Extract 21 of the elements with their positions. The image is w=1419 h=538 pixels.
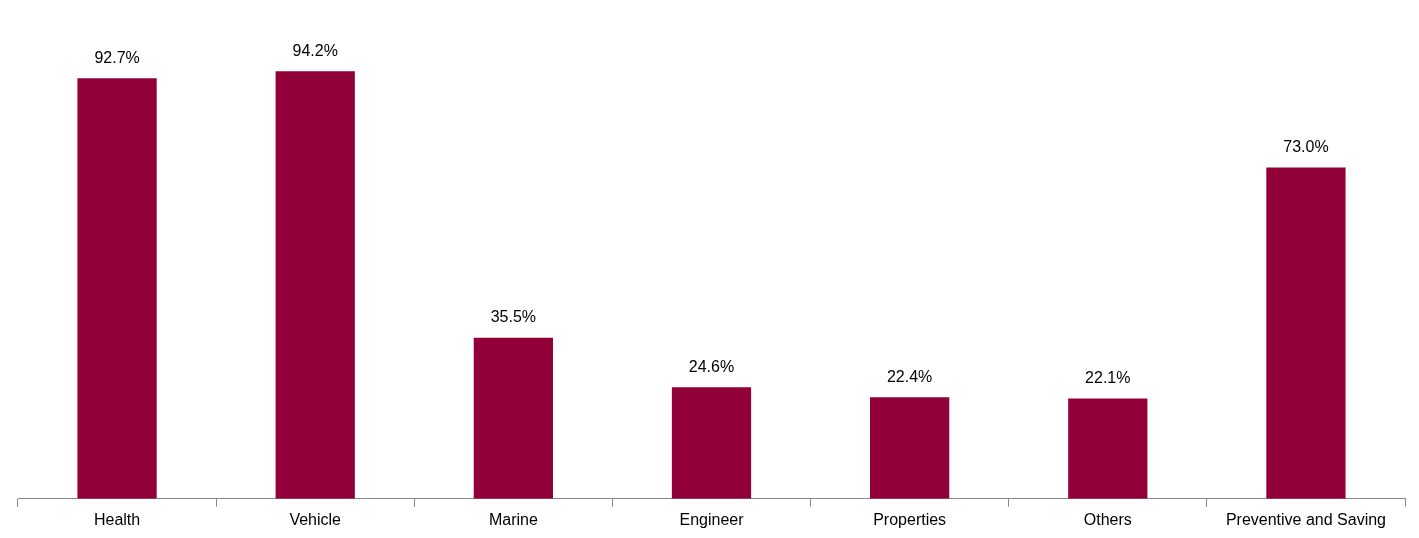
x-tick-label: Health [93, 510, 141, 528]
data-label: 22.1% [1085, 368, 1131, 386]
x-tick-label: Vehicle [289, 510, 342, 528]
bar [671, 387, 752, 499]
data-label: 94.2% [292, 41, 338, 59]
data-label: 24.6% [688, 357, 735, 375]
bar [1266, 167, 1346, 499]
bar [275, 71, 355, 499]
bar [1068, 398, 1148, 499]
bar [473, 337, 553, 499]
x-tick-label: Preventive and Saving [1225, 510, 1386, 528]
x-tick-label: Marine [488, 510, 538, 528]
bar [870, 397, 950, 499]
x-tick-label: Properties [873, 510, 947, 528]
data-label: 92.7% [94, 48, 140, 66]
x-tick-label: Engineer [679, 510, 745, 528]
data-label: 35.5% [490, 308, 537, 326]
x-tick-label: Others [1083, 510, 1132, 528]
bar [77, 78, 157, 499]
data-label: 22.4% [886, 367, 933, 385]
data-label: 73.0% [1283, 137, 1329, 155]
